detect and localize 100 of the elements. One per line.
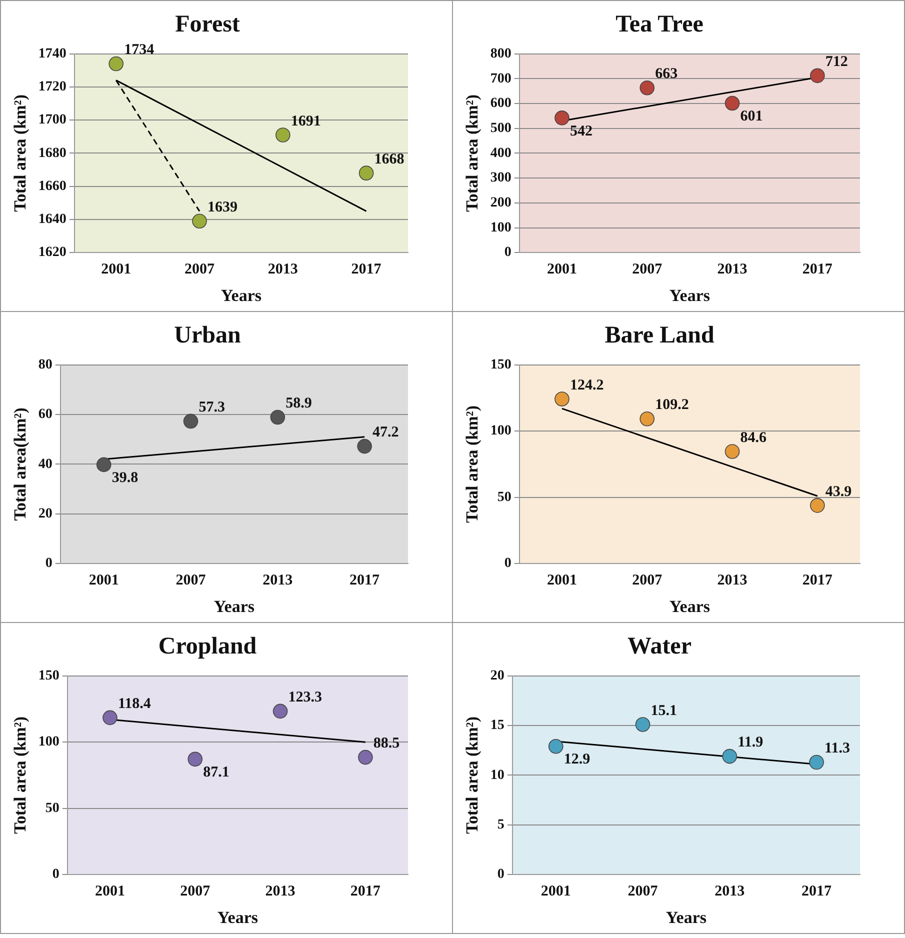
data-label: 58.9 — [286, 396, 312, 412]
data-label: 601 — [740, 108, 763, 125]
chart-title: Water — [628, 634, 692, 660]
data-label: 43.9 — [825, 484, 852, 500]
y-tick-label: 500 — [490, 120, 512, 136]
x-tick-label: 2017 — [351, 261, 382, 278]
x-tick-label: 2017 — [350, 572, 380, 588]
y-axis-title: Total area (km²) — [10, 716, 30, 834]
data-label: 109.2 — [655, 397, 689, 414]
x-axis-title: Years — [220, 286, 262, 306]
data-label: 1639 — [208, 200, 238, 216]
data-label: 39.8 — [112, 470, 138, 486]
data-label: 124.2 — [570, 377, 604, 394]
chart-title: Forest — [175, 12, 240, 38]
y-tick-label: 0 — [504, 245, 512, 260]
y-tick-label: 1700 — [38, 112, 66, 128]
y-tick-label: 0 — [45, 556, 52, 572]
chart-title: Tea Tree — [616, 12, 704, 38]
x-tick-label: 2013 — [262, 572, 293, 588]
x-tick-label: 2001 — [101, 261, 132, 278]
y-tick-label: 5 — [497, 818, 504, 833]
y-tick-label: 0 — [504, 556, 512, 572]
x-tick-label: 2007 — [632, 572, 663, 588]
data-label: 118.4 — [118, 696, 152, 712]
y-tick-label: 20 — [490, 668, 504, 684]
y-tick-label: 100 — [490, 424, 512, 439]
x-tick-label: 2007 — [632, 261, 663, 278]
data-label: 11.9 — [738, 734, 764, 751]
y-tick-label: 60 — [38, 407, 52, 422]
data-label: 1734 — [124, 42, 155, 58]
y-axis-title: Total area (km²) — [462, 716, 482, 834]
x-tick-label: 2017 — [350, 883, 381, 900]
data-label: 1668 — [374, 151, 404, 168]
y-tick-label: 400 — [490, 146, 512, 161]
x-axis-title: Years — [669, 286, 710, 306]
x-tick-label: 2017 — [802, 261, 833, 278]
data-label: 84.6 — [740, 430, 768, 446]
x-tick-label: 2017 — [802, 883, 832, 900]
y-axis-title: Total area (km²) — [462, 405, 482, 523]
x-tick-label: 2001 — [546, 261, 577, 278]
y-tick-label: 100 — [38, 734, 60, 750]
y-tick-label: 700 — [490, 71, 512, 86]
x-tick-label: 2013 — [717, 261, 748, 278]
y-tick-label: 0 — [52, 867, 60, 882]
x-axis-title: Years — [217, 908, 258, 928]
y-tick-label: 1660 — [38, 178, 66, 194]
x-tick-label: 2013 — [714, 883, 745, 900]
x-tick-label: 2013 — [717, 572, 748, 588]
data-label: 47.2 — [372, 424, 399, 441]
data-label: 712 — [825, 54, 848, 70]
chart-title: Urban — [174, 322, 241, 349]
y-tick-label: 50 — [45, 800, 60, 816]
x-tick-label: 2013 — [268, 261, 298, 278]
y-tick-label: 300 — [490, 170, 512, 186]
data-label: 15.1 — [650, 702, 677, 719]
y-tick-label: 1680 — [38, 146, 66, 161]
x-tick-label: 2001 — [540, 883, 571, 900]
x-axis-title: Years — [669, 597, 710, 616]
chart-title: Cropland — [158, 634, 258, 660]
y-axis-title: Total area (km²) — [462, 94, 482, 212]
data-label: 57.3 — [198, 400, 225, 416]
x-tick-label: 2007 — [180, 883, 211, 900]
y-tick-label: 1740 — [38, 46, 66, 62]
data-label: 1691 — [290, 113, 321, 130]
y-tick-label: 600 — [490, 96, 512, 112]
y-tick-label: 15 — [490, 718, 504, 734]
x-tick-label: 2007 — [176, 572, 206, 588]
x-axis-title: Years — [666, 908, 707, 928]
data-label: 12.9 — [564, 752, 590, 768]
y-tick-label: 0 — [497, 867, 504, 882]
y-tick-label: 20 — [38, 506, 52, 522]
y-tick-label: 10 — [490, 768, 504, 783]
y-tick-label: 1640 — [38, 212, 66, 228]
x-tick-label: 2001 — [94, 883, 125, 900]
x-tick-label: 2007 — [628, 883, 658, 900]
y-tick-label: 150 — [38, 668, 60, 684]
y-tick-label: 1720 — [38, 80, 66, 95]
y-tick-label: 800 — [490, 46, 512, 62]
x-tick-label: 2001 — [88, 572, 119, 588]
y-tick-label: 100 — [490, 220, 512, 236]
y-axis-title: Total area (km²) — [10, 94, 30, 212]
x-tick-label: 2007 — [184, 261, 215, 278]
y-tick-label: 150 — [490, 357, 512, 372]
y-tick-label: 200 — [490, 196, 512, 211]
y-tick-label: 50 — [497, 490, 512, 505]
y-axis-title: Total area(km²) — [10, 408, 30, 521]
data-label: 11.3 — [824, 740, 850, 757]
data-label: 88.5 — [373, 736, 400, 752]
data-label: 123.3 — [288, 690, 322, 706]
y-tick-label: 1620 — [38, 245, 66, 260]
chart-title: Bare Land — [604, 322, 715, 349]
data-label: 542 — [570, 123, 592, 140]
data-label: 87.1 — [203, 764, 230, 781]
data-label: 663 — [655, 66, 678, 82]
x-axis-title: Years — [214, 597, 255, 616]
y-tick-label: 40 — [38, 456, 52, 472]
x-tick-label: 2013 — [265, 883, 296, 900]
x-tick-label: 2017 — [802, 572, 833, 588]
y-tick-label: 80 — [38, 357, 52, 372]
x-tick-label: 2001 — [546, 572, 577, 588]
